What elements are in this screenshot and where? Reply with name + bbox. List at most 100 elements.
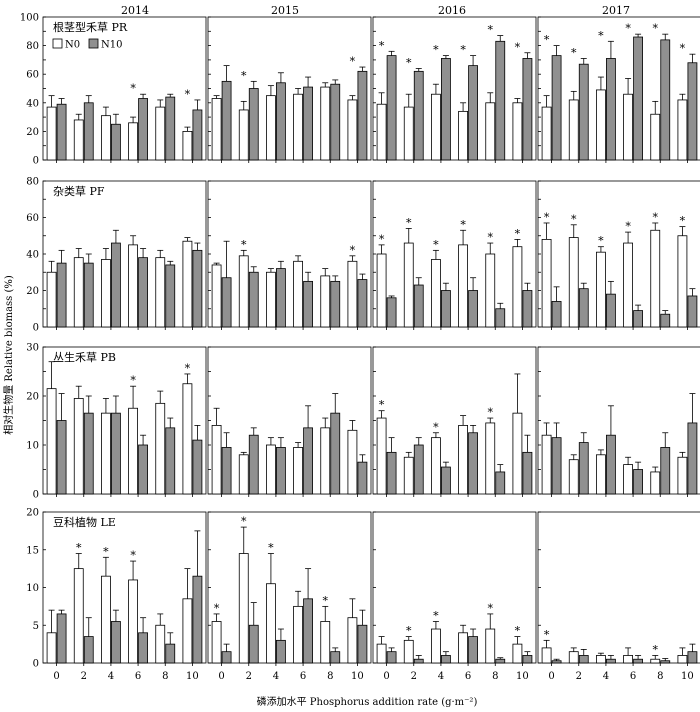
bar-n10 [413, 658, 424, 664]
bar-n10 [633, 310, 643, 328]
bar-n0 [293, 447, 303, 495]
bar-n10 [83, 636, 94, 664]
bar-n0 [485, 628, 496, 664]
panel-pb-2015 [207, 346, 372, 497]
bar-n10 [687, 295, 698, 328]
bar-n0 [266, 95, 276, 161]
significance-star: * [379, 233, 385, 246]
x-tick-label: 0 [218, 671, 224, 682]
bar-n10 [606, 293, 616, 328]
bar-n10 [495, 658, 506, 664]
bar-n10 [56, 262, 67, 328]
bar-n0 [266, 271, 276, 328]
y-tick-label: 15 [26, 545, 39, 556]
bar-n0 [512, 246, 523, 328]
bar-n10 [522, 655, 533, 664]
bar-n0 [458, 424, 468, 495]
bar-n0 [46, 388, 57, 495]
significance-star: * [76, 542, 82, 555]
panel-pf-2014: 0 20 40 60 80 杂类草 PF [26, 177, 207, 334]
bar-n0 [182, 240, 193, 328]
bar-n10 [357, 279, 368, 328]
bar-n10 [468, 636, 478, 664]
x-tick-label: 8 [657, 671, 663, 682]
bar-n0 [650, 658, 661, 664]
y-tick-label: 60 [26, 213, 39, 224]
significance-star: * [406, 56, 412, 69]
bar-n0 [568, 459, 579, 495]
bar-n10 [357, 624, 368, 664]
bar-n0 [376, 643, 387, 664]
panel-frame [372, 16, 537, 161]
bar-n0 [596, 454, 606, 495]
bar-n10 [413, 284, 424, 328]
significance-star: * [323, 594, 329, 607]
bar-n0 [73, 257, 84, 328]
panel-frame [537, 16, 700, 161]
y-tick-label: 80 [26, 41, 39, 52]
bar-n10 [606, 434, 616, 495]
year-title-2017: 2017 [602, 4, 630, 17]
legend-label: N0 [65, 40, 80, 51]
significance-star: * [680, 42, 686, 55]
bar-n10 [56, 420, 67, 495]
bar-n10 [578, 655, 589, 664]
significance-star: * [625, 22, 631, 35]
bar-n10 [522, 451, 533, 495]
bar-n10 [357, 70, 368, 161]
bar-n0 [485, 102, 496, 161]
bar-n0 [347, 429, 358, 495]
bar-n0 [568, 651, 579, 664]
x-tick-label: 8 [327, 671, 333, 682]
bar-n0 [431, 259, 441, 328]
x-tick-label: 0 [548, 671, 554, 682]
significance-star: * [433, 238, 439, 251]
panel-frame [537, 180, 700, 328]
bar-n0 [541, 434, 552, 495]
significance-star: * [350, 55, 356, 68]
bar-n0 [623, 93, 633, 161]
significance-star: * [406, 625, 412, 638]
x-tick-label: 2 [246, 671, 252, 682]
bar-n0 [101, 259, 111, 328]
bar-n10 [413, 70, 424, 161]
bar-n10 [495, 40, 506, 161]
bar-n0 [403, 639, 414, 664]
year-titles: 2014 2015 2016 2017 [121, 4, 630, 17]
bar-n0 [650, 229, 661, 328]
x-tick-label: 6 [300, 671, 306, 682]
bar-n0 [403, 106, 414, 161]
significance-star: * [130, 549, 136, 562]
bar-n10 [248, 88, 259, 161]
bar-n10 [192, 109, 203, 161]
bar-n10 [111, 621, 121, 664]
bar-n0 [320, 275, 331, 328]
bar-n10 [303, 86, 313, 161]
bar-n0 [650, 471, 661, 495]
y-tick-label: 20 [26, 286, 39, 297]
y-tick-label: 40 [26, 98, 39, 109]
bar-n0 [73, 119, 84, 161]
bar-n0 [128, 244, 138, 328]
bar-n0 [403, 242, 414, 328]
significance-star: * [185, 362, 191, 375]
bar-n10 [111, 123, 121, 161]
bar-n0 [347, 260, 358, 328]
bar-n10 [56, 613, 67, 664]
bar-n10 [111, 412, 121, 495]
significance-star: * [653, 211, 659, 224]
x-tick-label: 2 [411, 671, 417, 682]
y-tick-label: 80 [26, 177, 39, 188]
bar-n0 [458, 632, 468, 664]
significance-star: * [130, 374, 136, 387]
panel-frame [42, 16, 207, 161]
y-tick-label: 30 [26, 343, 39, 354]
bar-n0 [596, 89, 606, 161]
panel-pr-2016: * * * * * * [372, 16, 537, 163]
bar-n0 [650, 113, 661, 161]
panel-pb-2016: * * * [372, 346, 537, 497]
x-tick-label: 4 [438, 671, 444, 682]
bar-n0 [266, 444, 276, 495]
significance-star: * [598, 29, 604, 42]
panel-pb-2014: 0 10 20 30 * * 丛生禾草 PB [26, 343, 207, 501]
